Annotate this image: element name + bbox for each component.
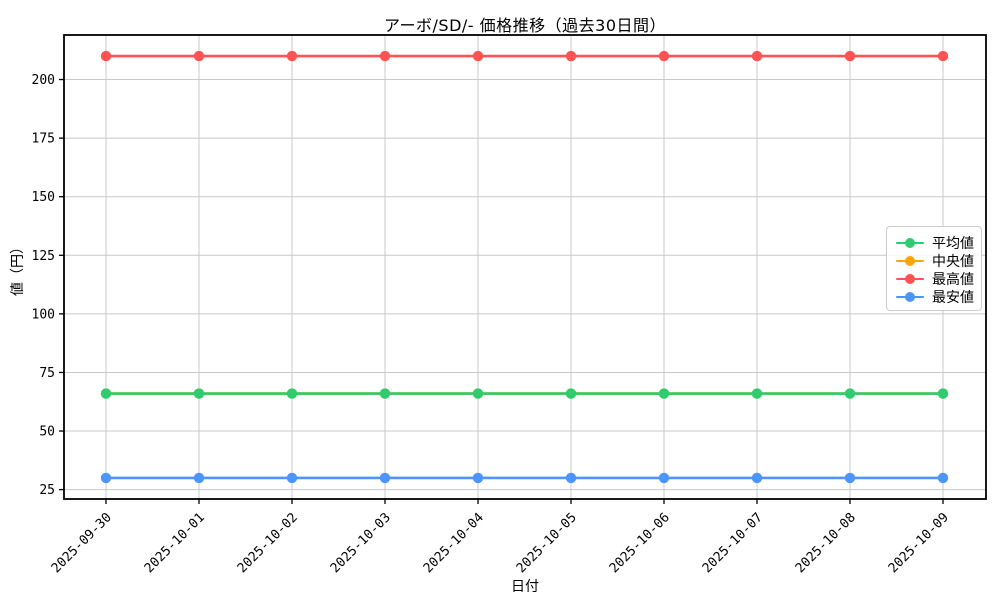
series-marker-mean [472, 388, 484, 399]
legend-label-max: 最高値 [932, 272, 974, 288]
legend-item-max: 最高値 [896, 270, 974, 288]
x-tick-label: 2025-10-07 [700, 510, 766, 576]
legend-line-sample-min [896, 292, 924, 302]
series-marker-mean [844, 388, 856, 399]
legend-line-sample-median [896, 256, 924, 266]
series-marker-max [379, 50, 391, 62]
series-marker-min [286, 472, 298, 484]
legend-line-sample-max [896, 274, 924, 284]
series-marker-mean [751, 388, 763, 399]
legend-item-median: 中央値 [896, 252, 974, 270]
x-tick-label: 2025-10-01 [142, 510, 208, 576]
y-tick-label: 200 [32, 73, 55, 88]
legend-marker-median [905, 256, 915, 266]
legend-line-sample-mean [896, 238, 924, 248]
legend-item-mean: 平均値 [896, 234, 974, 252]
legend-marker-max [905, 274, 915, 284]
x-tick-label: 2025-09-30 [49, 510, 115, 576]
y-tick-label: 50 [39, 425, 55, 440]
legend-item-min: 最安値 [896, 288, 974, 306]
series-mean [100, 388, 949, 399]
x-tick-label: 2025-10-06 [607, 510, 673, 576]
series-marker-mean [565, 388, 577, 399]
series-marker-min [751, 472, 763, 484]
series-marker-min [379, 472, 391, 484]
series-marker-mean [193, 388, 205, 399]
y-tick-label: 25 [39, 483, 55, 498]
series-max [100, 50, 949, 62]
chart-title: アーボ/SD/- 価格推移（過去30日間） [383, 16, 667, 35]
series-marker-max [100, 50, 112, 62]
series-marker-min [565, 472, 577, 484]
x-tick-label: 2025-10-04 [421, 510, 487, 576]
series-marker-mean [379, 388, 391, 399]
y-tick-label: 125 [32, 249, 55, 264]
y-tick-label: 175 [32, 132, 55, 147]
series-min [100, 472, 949, 484]
y-tick-label: 150 [32, 190, 55, 205]
x-tick-label: 2025-10-03 [328, 510, 394, 576]
series-marker-max [751, 50, 763, 62]
series-marker-min [937, 472, 949, 484]
series-marker-min [100, 472, 112, 484]
legend-label-mean: 平均値 [932, 236, 974, 252]
x-tick-label: 2025-10-02 [235, 510, 301, 576]
legend: 平均値中央値最高値最安値 [886, 226, 982, 311]
series-marker-mean [937, 388, 949, 399]
series-marker-max [658, 50, 670, 62]
series-marker-mean [658, 388, 670, 399]
series-marker-max [193, 50, 205, 62]
legend-marker-min [905, 292, 915, 302]
plot-border [63, 34, 987, 500]
legend-label-median: 中央値 [932, 254, 974, 270]
x-tick-label: 2025-10-05 [514, 510, 580, 576]
x-tick-label: 2025-10-09 [886, 510, 952, 576]
series-marker-mean [100, 388, 112, 399]
series-marker-min [658, 472, 670, 484]
series-marker-max [565, 50, 577, 62]
series-marker-mean [286, 388, 298, 399]
x-axis-label: 日付 [511, 579, 539, 595]
legend-label-min: 最安値 [932, 290, 974, 306]
series-marker-max [286, 50, 298, 62]
series-marker-min [472, 472, 484, 484]
legend-marker-mean [905, 238, 915, 248]
x-tick-label: 2025-10-08 [793, 510, 859, 576]
gridlines [64, 35, 986, 499]
series-marker-max [937, 50, 949, 62]
series-marker-min [193, 472, 205, 484]
y-tick-label: 75 [39, 366, 55, 381]
axis-ticks: 25 50 75 100 125 150 175 200 2025-09-30 2025-10-0… [32, 73, 952, 576]
series-marker-min [844, 472, 856, 484]
y-tick-label: 100 [32, 307, 55, 322]
y-axis-label: 値（円） [10, 240, 26, 296]
series-marker-max [472, 50, 484, 62]
series-marker-max [844, 50, 856, 62]
